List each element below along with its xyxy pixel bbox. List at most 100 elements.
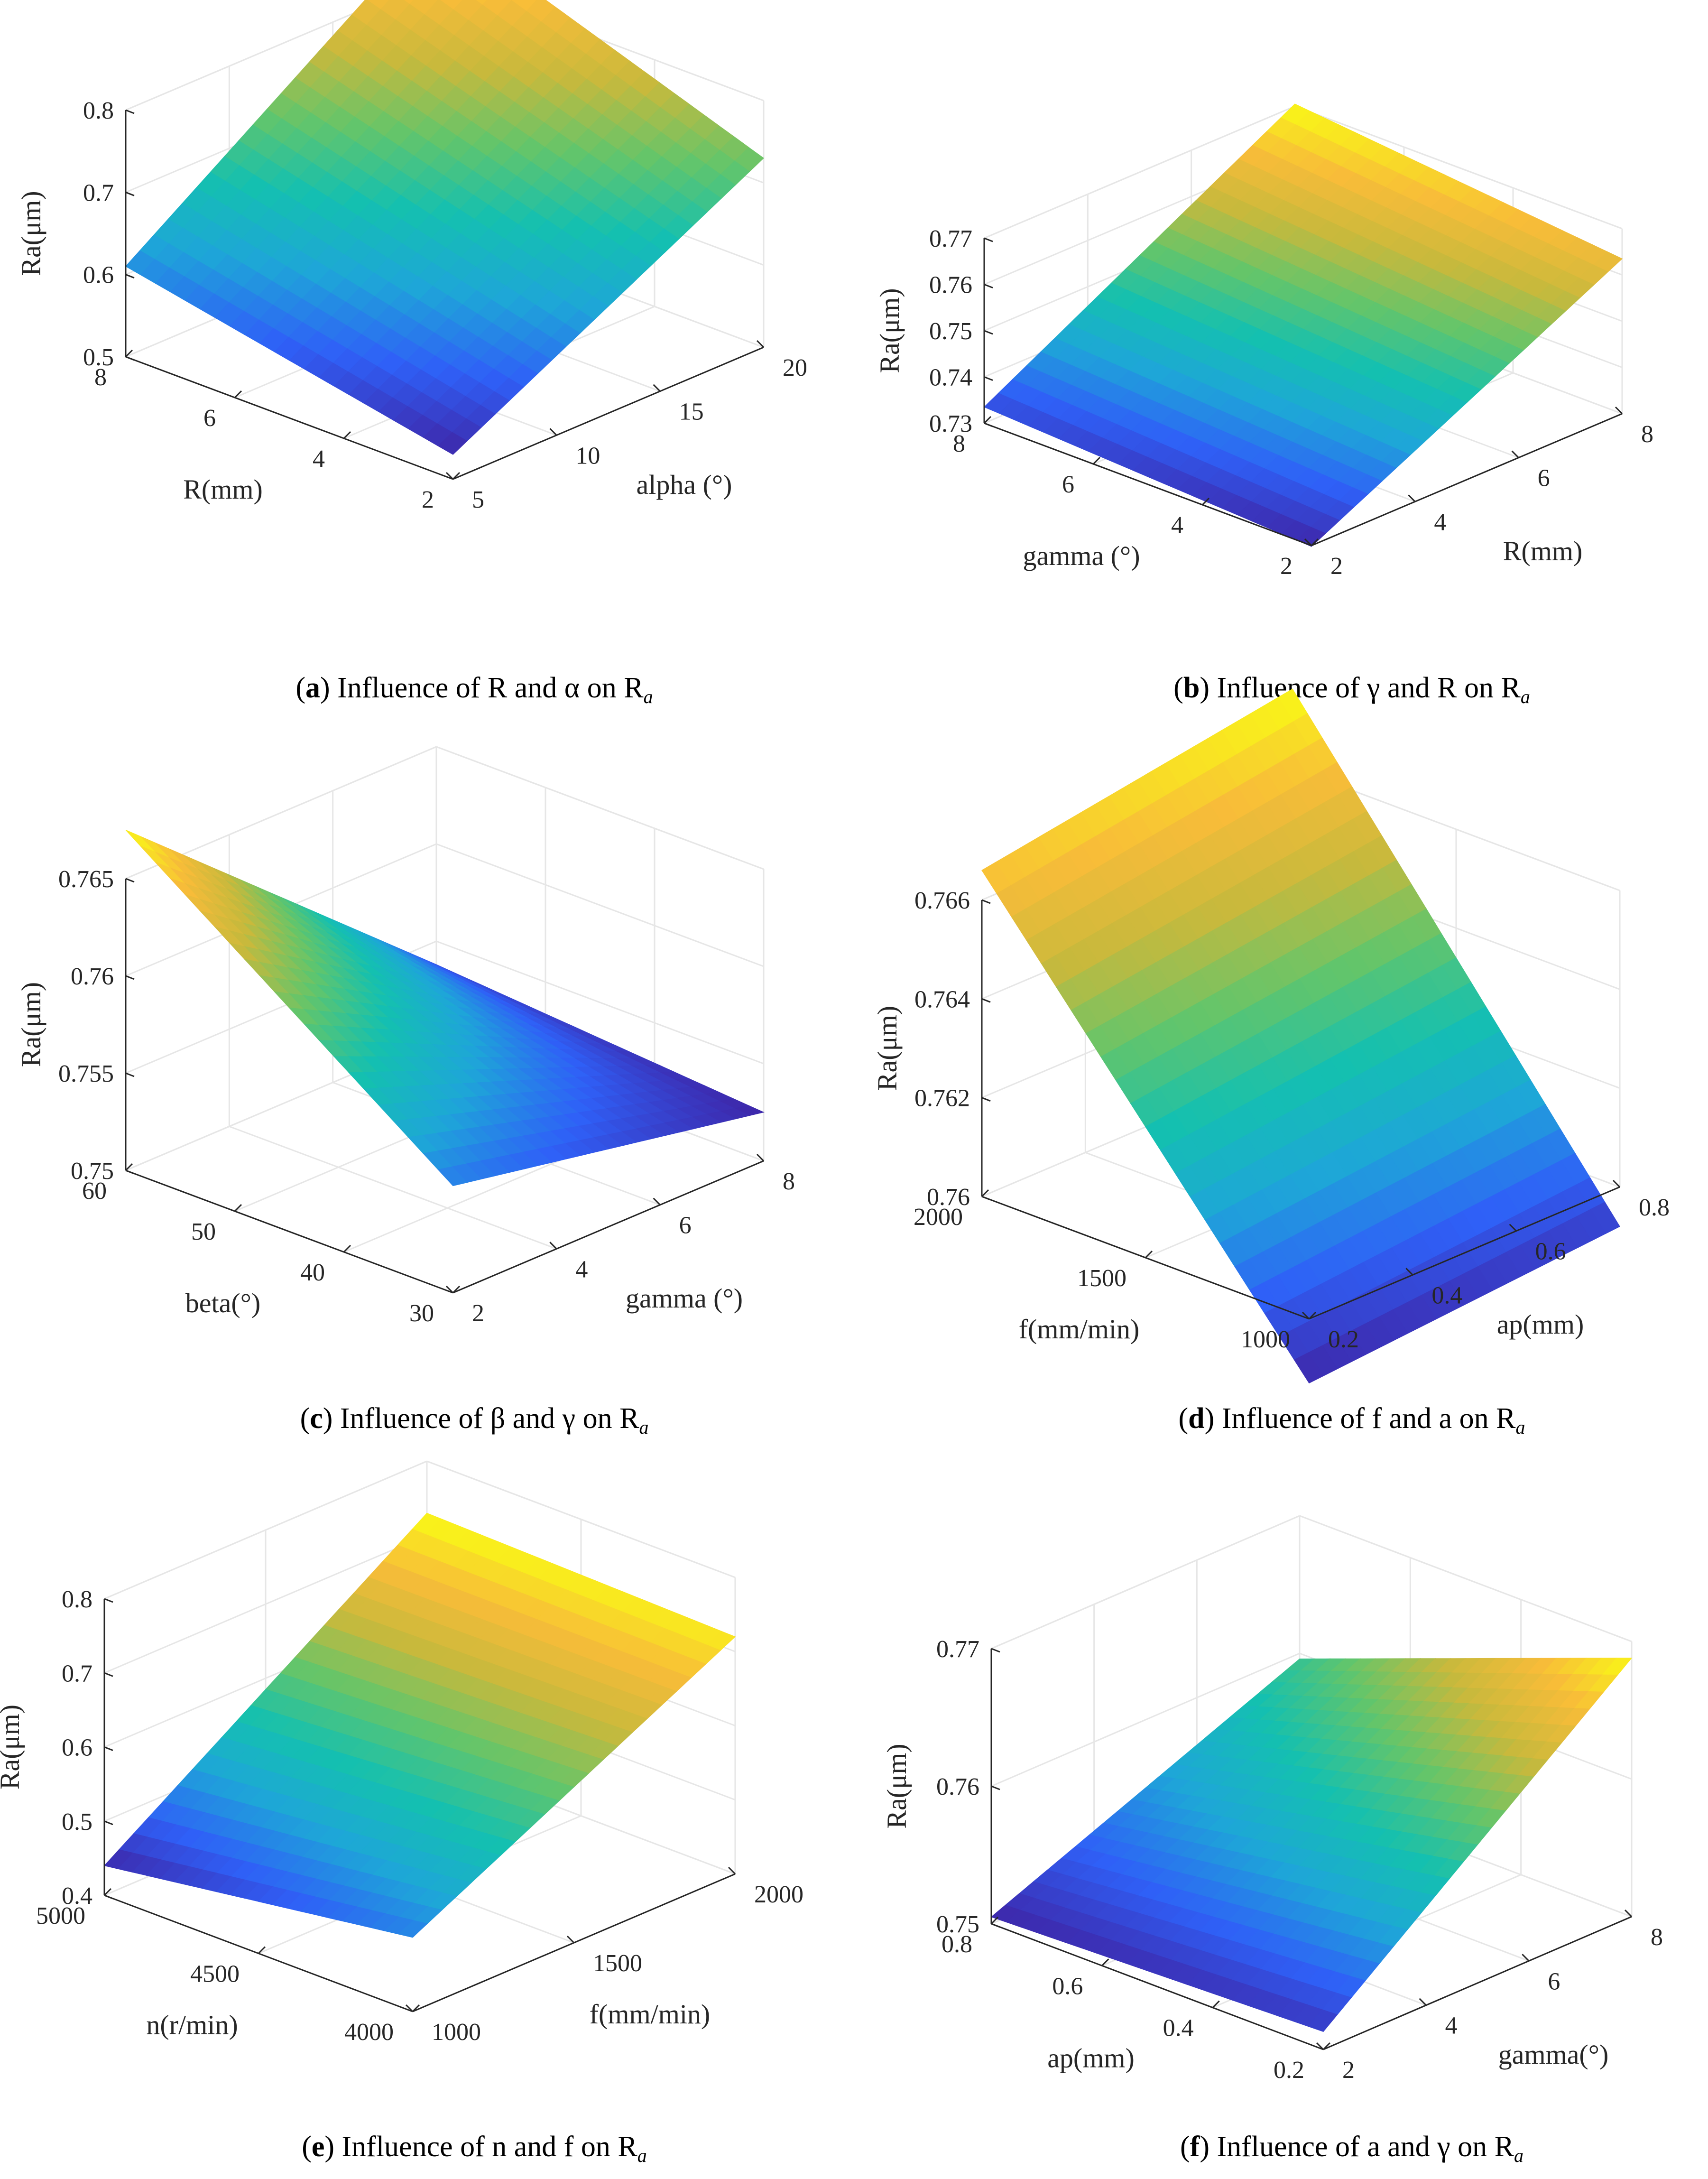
z-tick-mark <box>984 237 993 242</box>
z-tick-label: 0.5 <box>62 1808 92 1836</box>
z-tick-mark <box>984 422 993 427</box>
y-tick-label: 6 <box>1548 1968 1560 1995</box>
x-axis-line <box>125 1169 453 1294</box>
x-tick-mark <box>1311 538 1319 547</box>
x-axis-title: n(r/min) <box>146 2010 238 2040</box>
z-axis-title: Ra(μm) <box>881 1743 912 1828</box>
z-tick-label: 0.75 <box>929 318 972 345</box>
y-tick-mark <box>653 384 661 392</box>
z-tick-mark <box>125 1169 135 1175</box>
z-axis-title: Ra(μm) <box>874 288 905 373</box>
y-tick-label: 10 <box>575 442 600 469</box>
z-tick-label: 0.766 <box>914 887 970 914</box>
z-tick-label: 0.6 <box>83 262 114 289</box>
x-tick-label: 40 <box>300 1259 325 1286</box>
y-tick-label: 8 <box>783 1168 795 1195</box>
z-tick-label: 0.76 <box>936 1773 979 1800</box>
y-axis-line <box>1311 413 1623 547</box>
x-tick-label: 30 <box>409 1300 434 1327</box>
y-tick-mark <box>1615 406 1623 415</box>
caption-a: (a) Influence of R and α on Ra <box>295 672 653 707</box>
x-tick-label: 60 <box>82 1178 107 1205</box>
gridline <box>984 105 1295 239</box>
gridline <box>436 746 764 870</box>
y-tick-label: 8 <box>1641 421 1653 448</box>
z-tick-mark <box>981 899 991 904</box>
y-tick-label: 0.4 <box>1431 1282 1462 1309</box>
z-axis-title: Ra(μm) <box>16 982 46 1067</box>
z-axis-title: Ra(μm) <box>872 1006 903 1091</box>
caption-d: (d) Influence of f and a on Ra <box>1178 1402 1525 1438</box>
y-tick-mark <box>445 472 454 480</box>
z-tick-label: 0.76 <box>927 1184 970 1211</box>
gridline <box>436 843 764 967</box>
z-tick-label: 0.8 <box>83 97 114 124</box>
y-tick-label: 2 <box>1342 2057 1355 2084</box>
x-tick-mark <box>452 1285 461 1294</box>
z-tick-label: 0.76 <box>929 272 972 299</box>
x-tick-label: 8 <box>94 364 107 391</box>
y-tick-label: 2 <box>1330 553 1343 580</box>
y-tick-label: 0.2 <box>1328 1326 1359 1353</box>
caption-b: (b) Influence of γ and R on Ra <box>1173 672 1530 707</box>
z-tick-label: 0.73 <box>929 410 972 437</box>
surface-f <box>990 1658 1633 2032</box>
z-tick-label: 0.7 <box>83 179 114 206</box>
caption-c: (c) Influence of β and γ on Ra <box>300 1402 649 1438</box>
x-tick-mark <box>343 1244 351 1253</box>
x-axis-title: R(mm) <box>183 474 263 505</box>
x-tick-label: 1000 <box>1241 1326 1290 1353</box>
gridline <box>1294 105 1623 230</box>
y-tick-label: 0.8 <box>1639 1194 1670 1221</box>
z-tick-label: 0.74 <box>929 364 972 391</box>
y-tick-label: 4 <box>1445 2012 1458 2040</box>
caption-f: (f) Influence of a and γ on Ra <box>1180 2131 1523 2166</box>
y-tick-mark <box>1511 450 1519 458</box>
x-tick-mark <box>983 416 992 424</box>
y-tick-label: 5 <box>472 486 484 513</box>
z-tick-mark <box>981 998 991 1003</box>
z-tick-mark <box>991 1785 1000 1790</box>
z-tick-label: 0.765 <box>58 866 114 893</box>
z-tick-mark <box>984 330 993 335</box>
y-axis-title: ap(mm) <box>1497 1309 1584 1340</box>
y-axis-line <box>452 1160 764 1294</box>
y-tick-label: 1500 <box>593 1950 642 1977</box>
x-axis-line <box>125 356 453 480</box>
surface-patch <box>437 1166 468 1187</box>
x-tick-label: 50 <box>191 1218 216 1245</box>
y-tick-label: 1000 <box>432 2019 481 2046</box>
z-tick-label: 0.77 <box>936 1636 979 1663</box>
y-tick-label: 4 <box>1434 509 1446 536</box>
gridline <box>991 1515 1300 1650</box>
z-tick-mark <box>125 878 135 883</box>
x-tick-label: 2 <box>422 486 434 513</box>
y-axis-title: gamma(°) <box>1498 2039 1609 2070</box>
x-tick-label: 1500 <box>1077 1265 1126 1292</box>
z-tick-mark <box>125 975 135 980</box>
y-tick-label: 8 <box>1651 1924 1663 1951</box>
surface-patch <box>403 0 414 5</box>
y-tick-label: 2000 <box>754 1881 803 1908</box>
y-tick-label: 4 <box>575 1256 588 1283</box>
x-tick-mark <box>1201 497 1210 506</box>
x-tick-label: 0.6 <box>1052 1973 1083 2000</box>
z-tick-mark <box>125 274 135 279</box>
z-tick-label: 0.77 <box>929 225 972 252</box>
z-tick-mark <box>984 284 993 288</box>
z-tick-label: 0.7 <box>62 1660 92 1687</box>
chart-a: 2 4 6 8 5 10 15 20 0.5 0.6 0.7 0.8 R(mm) alpha (°) Ra(… <box>16 0 807 707</box>
z-tick-label: 0.6 <box>62 1734 92 1762</box>
gridline <box>229 1125 557 1250</box>
z-tick-mark <box>104 1672 113 1677</box>
x-tick-label: 4500 <box>190 1961 240 1988</box>
y-axis-title: gamma (°) <box>626 1283 743 1314</box>
x-axis-title: gamma (°) <box>1023 540 1140 571</box>
y-axis-line <box>452 346 764 480</box>
z-tick-mark <box>125 109 135 114</box>
x-axis-title: ap(mm) <box>1047 2043 1135 2074</box>
z-tick-mark <box>104 1820 113 1826</box>
chart-c: 30 40 50 60 2 4 6 8 0.75 0.755 0.76 0.765 beta(°) gam… <box>16 746 795 1438</box>
z-tick-label: 0.5 <box>83 344 114 371</box>
